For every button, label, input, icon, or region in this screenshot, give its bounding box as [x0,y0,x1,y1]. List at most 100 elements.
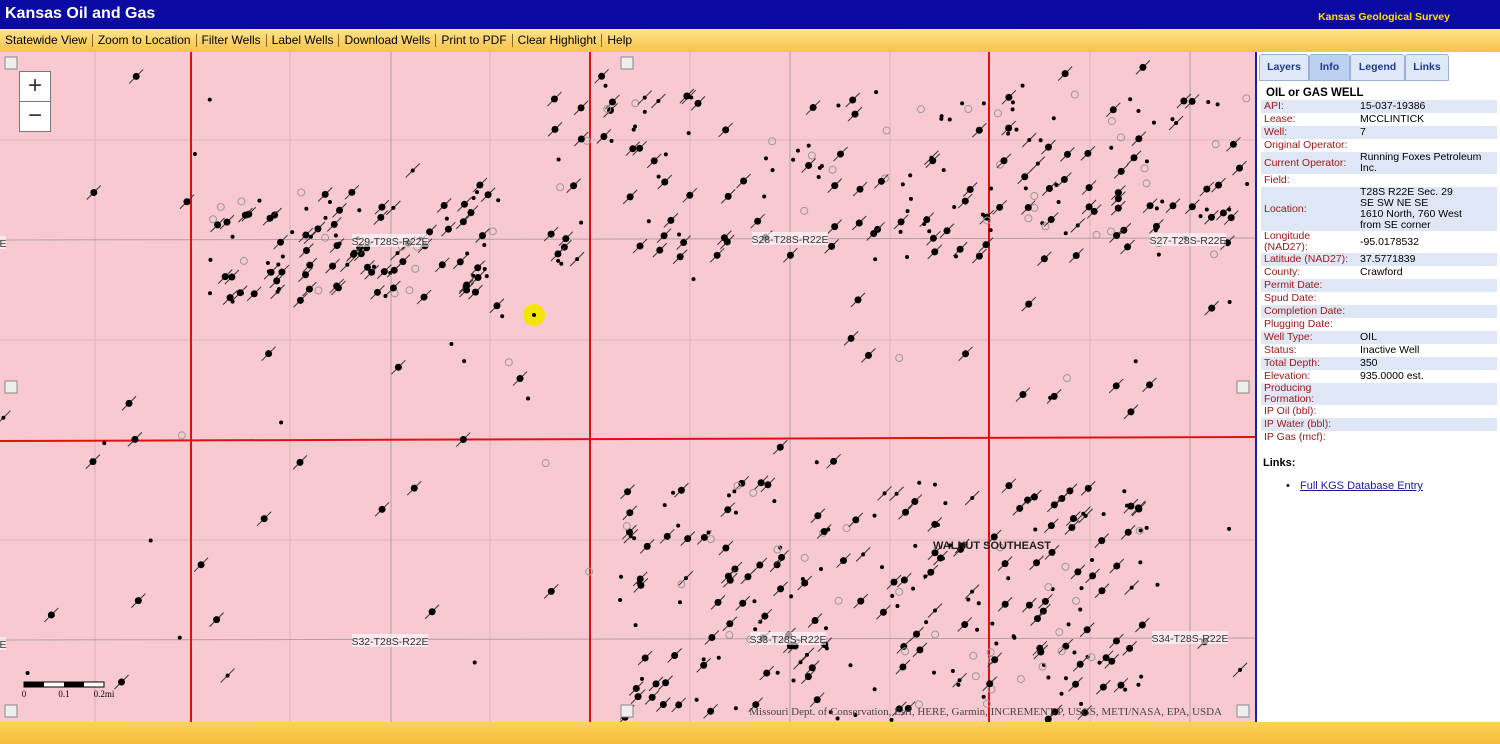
well [724,192,732,200]
well [1215,102,1220,107]
field-value [1357,305,1497,318]
well [795,148,800,153]
well [947,543,952,548]
field-value [1357,292,1497,305]
zoom-in-button[interactable]: + [19,71,51,102]
well-open [971,672,980,681]
well [1215,181,1223,189]
well [676,523,681,528]
half-line [0,237,1255,241]
tab[interactable]: Layers [1259,54,1309,81]
well [646,219,651,224]
tab[interactable]: Links [1405,54,1449,81]
well [857,597,865,605]
well [474,264,482,272]
well [636,242,644,250]
well-open [1030,203,1039,212]
well [691,277,696,282]
well [1063,231,1068,236]
well-open [541,459,550,468]
menu-item[interactable]: Label Wells [267,34,340,47]
label-halo [1150,233,1226,246]
place-label: WALNUT SOUTHEAST [933,540,1051,552]
field-label: Well: [1264,126,1288,138]
well [1081,709,1089,717]
well [329,262,337,270]
field-label: Latitude (NAD27): [1264,253,1349,265]
well [762,194,767,199]
link[interactable]: Full KGS Database Entry [1300,480,1423,492]
well-open [969,651,978,660]
map[interactable]: S30-T28S-R22E S29-T28S-R22E S28-T28S-R22E S… [0,52,1255,722]
well [1076,660,1084,668]
well [738,479,746,487]
well [471,288,479,296]
info-row: Elevation: 935.0000 est. [1261,370,1497,383]
menu-item[interactable]: Help [607,33,633,47]
well [1058,495,1066,503]
well [1198,214,1203,219]
label-halo [0,637,6,650]
well-open [405,286,414,295]
well [814,460,819,465]
well [1207,213,1215,221]
well [465,251,470,256]
well-open [1041,222,1050,231]
well-open [1142,179,1151,188]
menu-item[interactable]: Filter Wells [197,34,267,47]
well [929,234,937,242]
menu-item[interactable]: Clear Highlight [513,34,603,47]
well [877,177,885,185]
well-open [237,197,246,206]
zoom-out-button[interactable]: − [19,101,51,132]
well [831,182,839,190]
well [636,575,644,583]
well [265,350,273,358]
well [689,95,694,100]
menu-item[interactable]: Zoom to Location [93,34,197,47]
well [722,544,730,552]
well [1051,116,1056,121]
well [575,257,580,262]
info-row: Latitude (NAD27): 37.5771839 [1261,253,1497,266]
well [1188,203,1196,211]
well [363,263,371,271]
well [1113,562,1121,570]
menu-item[interactable]: Download Wells [339,34,437,47]
well [1025,300,1033,308]
well [1170,117,1175,122]
well [980,212,985,217]
well [1035,161,1040,166]
well [273,277,281,285]
well [763,156,768,161]
well [1124,528,1132,536]
section-label: S33-T28S-R22E [749,634,826,646]
well [279,420,284,425]
side-panel: Layers Info Legend Links OIL or GAS WELL AP… [1257,52,1500,722]
well [1098,537,1106,545]
well [373,288,381,296]
well [686,191,694,199]
well [808,664,816,672]
well [947,117,952,122]
well [923,216,931,224]
well [609,138,614,143]
well [824,626,829,631]
well [1033,615,1041,623]
well [1072,252,1080,260]
menu-item[interactable]: Print to PDF [436,34,513,47]
well [1136,682,1141,687]
menu-item[interactable]: Statewide View [0,34,93,47]
well [641,654,649,662]
info-table: API: 15-037-19386 Lease: MCCLINTICK Well: 7 Or… [1261,100,1497,444]
well [763,669,771,677]
well [708,634,716,642]
tab[interactable]: Legend [1350,54,1405,81]
well [1153,228,1158,233]
well [1083,513,1088,518]
tab[interactable]: Info [1309,54,1350,81]
well [1084,484,1092,492]
well-open [834,596,843,605]
well [962,350,970,358]
well [25,671,30,676]
